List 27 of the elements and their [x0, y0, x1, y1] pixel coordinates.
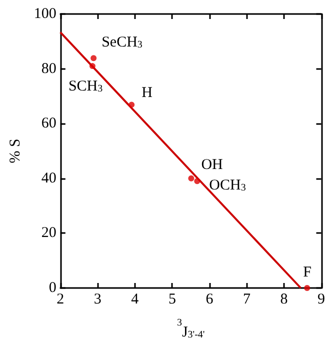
point [128, 102, 135, 108]
y-tick-label: 40 [41, 170, 56, 186]
x-tick-label: 8 [280, 292, 288, 308]
y-tick-label: 20 [41, 225, 56, 242]
point [304, 285, 310, 291]
x-tick-label: 6 [206, 292, 214, 308]
y-tick-label: 80 [41, 60, 56, 77]
point [90, 55, 97, 62]
annotation: SeCH3 [102, 34, 142, 51]
y-tick-label: 60 [41, 116, 56, 132]
x-tick-label: 7 [242, 292, 251, 308]
point [89, 63, 96, 70]
x-tick-label: 2 [56, 292, 64, 308]
annotation: H [142, 85, 153, 102]
y-tick-label: 0 [48, 280, 56, 296]
x-tick-label: 9 [318, 292, 325, 308]
annotation: OH [201, 156, 224, 173]
y-tick-label: 100 [34, 6, 56, 22]
annotation: F [303, 264, 312, 280]
annotation: OCH3 [209, 178, 246, 194]
point [194, 178, 200, 184]
x-tick-label: 5 [168, 292, 176, 308]
x-tick-label: 3 [94, 292, 102, 308]
annotation: SCH3 [68, 78, 103, 95]
x-tick-label: 4 [131, 292, 140, 308]
point [188, 175, 194, 182]
y-axis-title: % S [8, 138, 24, 164]
